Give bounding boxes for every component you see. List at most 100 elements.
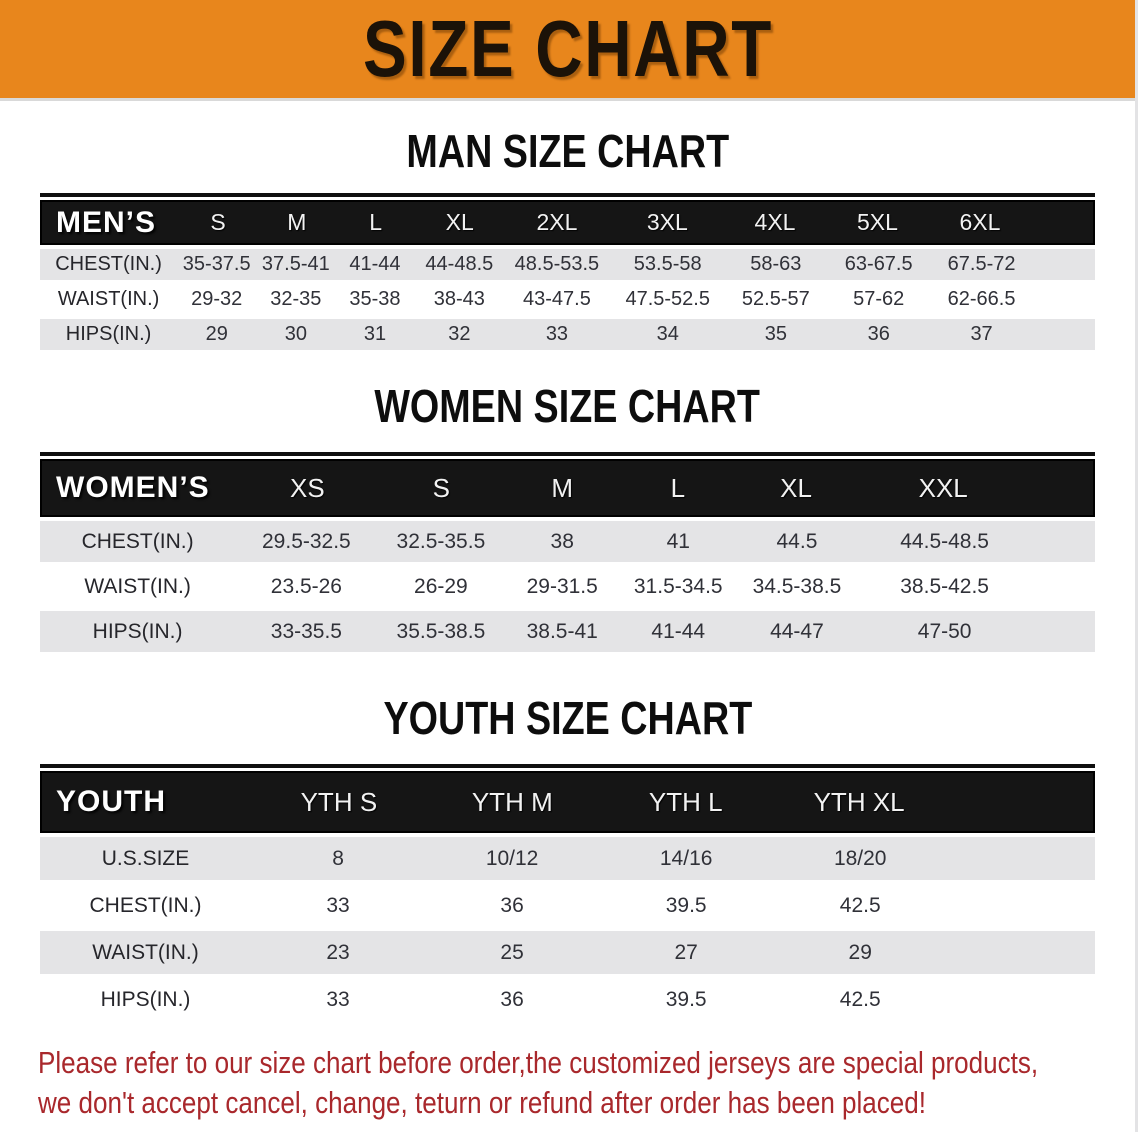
table-cell: 62-66.5 [947, 288, 1016, 310]
table-cell: 26-29 [414, 574, 468, 598]
row-label: WAIST(IN.) [57, 288, 160, 310]
youth-section-heading: YOUTH SIZE CHART [0, 694, 1135, 742]
row-label: CHEST(IN.) [55, 253, 162, 275]
table-row: HIPS(IN.) 33 36 39.5 42.5 [40, 978, 1095, 1021]
table-cell: 33 [545, 323, 569, 345]
column-header: 5XL [857, 209, 898, 235]
table-cell: 14/16 [659, 846, 713, 870]
table-cell: 38 [550, 529, 574, 553]
column-header: L [670, 472, 686, 503]
disclaimer-line-1: Please refer to our size chart before or… [38, 1045, 1039, 1080]
table-row: HIPS(IN.) 29 30 31 32 33 34 35 36 37 [40, 319, 1095, 350]
table-cell: 43-47.5 [523, 288, 591, 310]
table-cell: 39.5 [665, 893, 707, 917]
table-row: CHEST(IN.) 29.5-32.5 32.5-35.5 38 41 44.5 44.5… [40, 521, 1095, 562]
table-cell: 35-38 [349, 288, 401, 310]
table-cell: 18/20 [833, 846, 887, 870]
table-cell: 34 [656, 323, 679, 345]
table-cell: 8 [332, 846, 344, 870]
table-cell: 38.5-41 [526, 619, 598, 643]
table-header-row: MEN’S S M L XL 2XL 3XL 4XL 5XL 6XL [40, 200, 1095, 245]
table-cell: 32-35 [270, 288, 322, 310]
disclaimer-text: Please refer to our size chart before or… [38, 1043, 1097, 1123]
column-header: 4XL [754, 209, 796, 235]
column-header: M [551, 472, 574, 503]
table-cell: 41-44 [349, 253, 401, 275]
table-row: CHEST(IN.) 33 36 39.5 42.5 [40, 884, 1095, 927]
table-cell: 44.5-48.5 [900, 529, 989, 553]
column-header: XL [445, 209, 474, 235]
table-cell: 30 [284, 323, 307, 345]
table-cell: 37 [970, 323, 993, 345]
table-cell: 67.5-72 [947, 253, 1016, 275]
man-heading-text: MAN SIZE CHART [406, 125, 729, 177]
size-chart-banner: SIZE CHART [0, 0, 1135, 101]
men-size-table: MEN’S S M L XL 2XL 3XL 4XL 5XL 6XL CHEST(IN.) 35-37… [40, 193, 1095, 350]
table-cell: 52.5-57 [741, 288, 810, 310]
table-cell: 29-31.5 [526, 574, 598, 598]
row-label: HIPS(IN.) [92, 619, 183, 643]
youth-heading-text: YOUTH SIZE CHART [383, 692, 752, 744]
table-cell: 47-50 [917, 619, 972, 643]
table-cell: 38.5-42.5 [900, 574, 989, 598]
table-corner-label: MEN’S [56, 205, 157, 239]
table-cell: 41 [666, 529, 690, 553]
table-cell: 33-35.5 [270, 619, 342, 643]
column-header: YTH M [471, 786, 553, 817]
row-label: HIPS(IN.) [65, 323, 152, 345]
table-row: WAIST(IN.) 23.5-26 26-29 29-31.5 31.5-34.5 34… [40, 566, 1095, 607]
table-cell: 57-62 [853, 288, 905, 310]
table-cell: 34.5-38.5 [752, 574, 842, 598]
table-row: CHEST(IN.) 35-37.5 37.5-41 41-44 44-48.5 48.5… [40, 249, 1095, 280]
women-size-table: WOMEN’S XS S M L XL XXL CHEST(IN.) 29.5-32.5 32.5… [40, 452, 1095, 652]
table-cell: 23 [326, 940, 350, 964]
table-cell: 42.5 [839, 893, 881, 917]
table-cell: 44.5 [776, 529, 818, 553]
table-cell: 39.5 [665, 987, 707, 1011]
table-row: HIPS(IN.) 33-35.5 35.5-38.5 38.5-41 41-44 44-… [40, 611, 1095, 652]
column-header: XS [290, 472, 325, 503]
table-header-row: WOMEN’S XS S M L XL XXL [40, 459, 1095, 517]
column-header: 3XL [646, 209, 688, 235]
column-header: S [210, 209, 226, 235]
table-cell: 29 [848, 940, 872, 964]
table-cell: 37.5-41 [261, 253, 330, 275]
table-cell: 44-47 [770, 619, 824, 643]
table-cell: 29 [205, 323, 228, 345]
column-header: YTH L [648, 786, 723, 817]
table-cell: 41-44 [651, 619, 706, 643]
table-row: U.S.SIZE 8 10/12 14/16 18/20 [40, 837, 1095, 880]
table-cell: 36 [867, 323, 890, 345]
table-cell: 27 [674, 940, 698, 964]
table-cell: 29.5-32.5 [262, 529, 351, 553]
table-cell: 23.5-26 [270, 574, 342, 598]
table-cell: 33 [326, 893, 350, 917]
column-header: YTH S [300, 786, 378, 817]
women-section-heading: WOMEN SIZE CHART [0, 382, 1135, 430]
row-label: WAIST(IN.) [92, 940, 199, 964]
column-header: 2XL [536, 209, 578, 235]
table-corner-label: YOUTH [56, 785, 166, 818]
disclaimer-line-2: we don't accept cancel, change, teturn o… [38, 1085, 927, 1120]
row-label: HIPS(IN.) [100, 987, 191, 1011]
women-heading-text: WOMEN SIZE CHART [374, 380, 761, 432]
column-header: S [432, 472, 451, 503]
row-label: U.S.SIZE [101, 846, 190, 870]
table-cell: 35-37.5 [182, 253, 251, 275]
row-label: CHEST(IN.) [89, 893, 202, 917]
table-cell: 33 [326, 987, 350, 1011]
table-cell: 32 [448, 323, 471, 345]
table-cell: 58-63 [750, 253, 802, 275]
column-header: M [287, 209, 307, 235]
table-corner-label: WOMEN’S [56, 471, 210, 504]
youth-size-table: YOUTH YTH S YTH M YTH L YTH XL U.S.SIZE 8 10/12… [40, 764, 1095, 1021]
table-cell: 32.5-35.5 [396, 529, 486, 553]
table-cell: 25 [500, 940, 524, 964]
table-cell: 36 [500, 893, 524, 917]
table-cell: 44-48.5 [425, 253, 494, 275]
table-cell: 35 [764, 323, 787, 345]
table-cell: 31.5-34.5 [633, 574, 723, 598]
table-cell: 10/12 [485, 846, 539, 870]
table-header-row: YOUTH YTH S YTH M YTH L YTH XL [40, 771, 1095, 833]
